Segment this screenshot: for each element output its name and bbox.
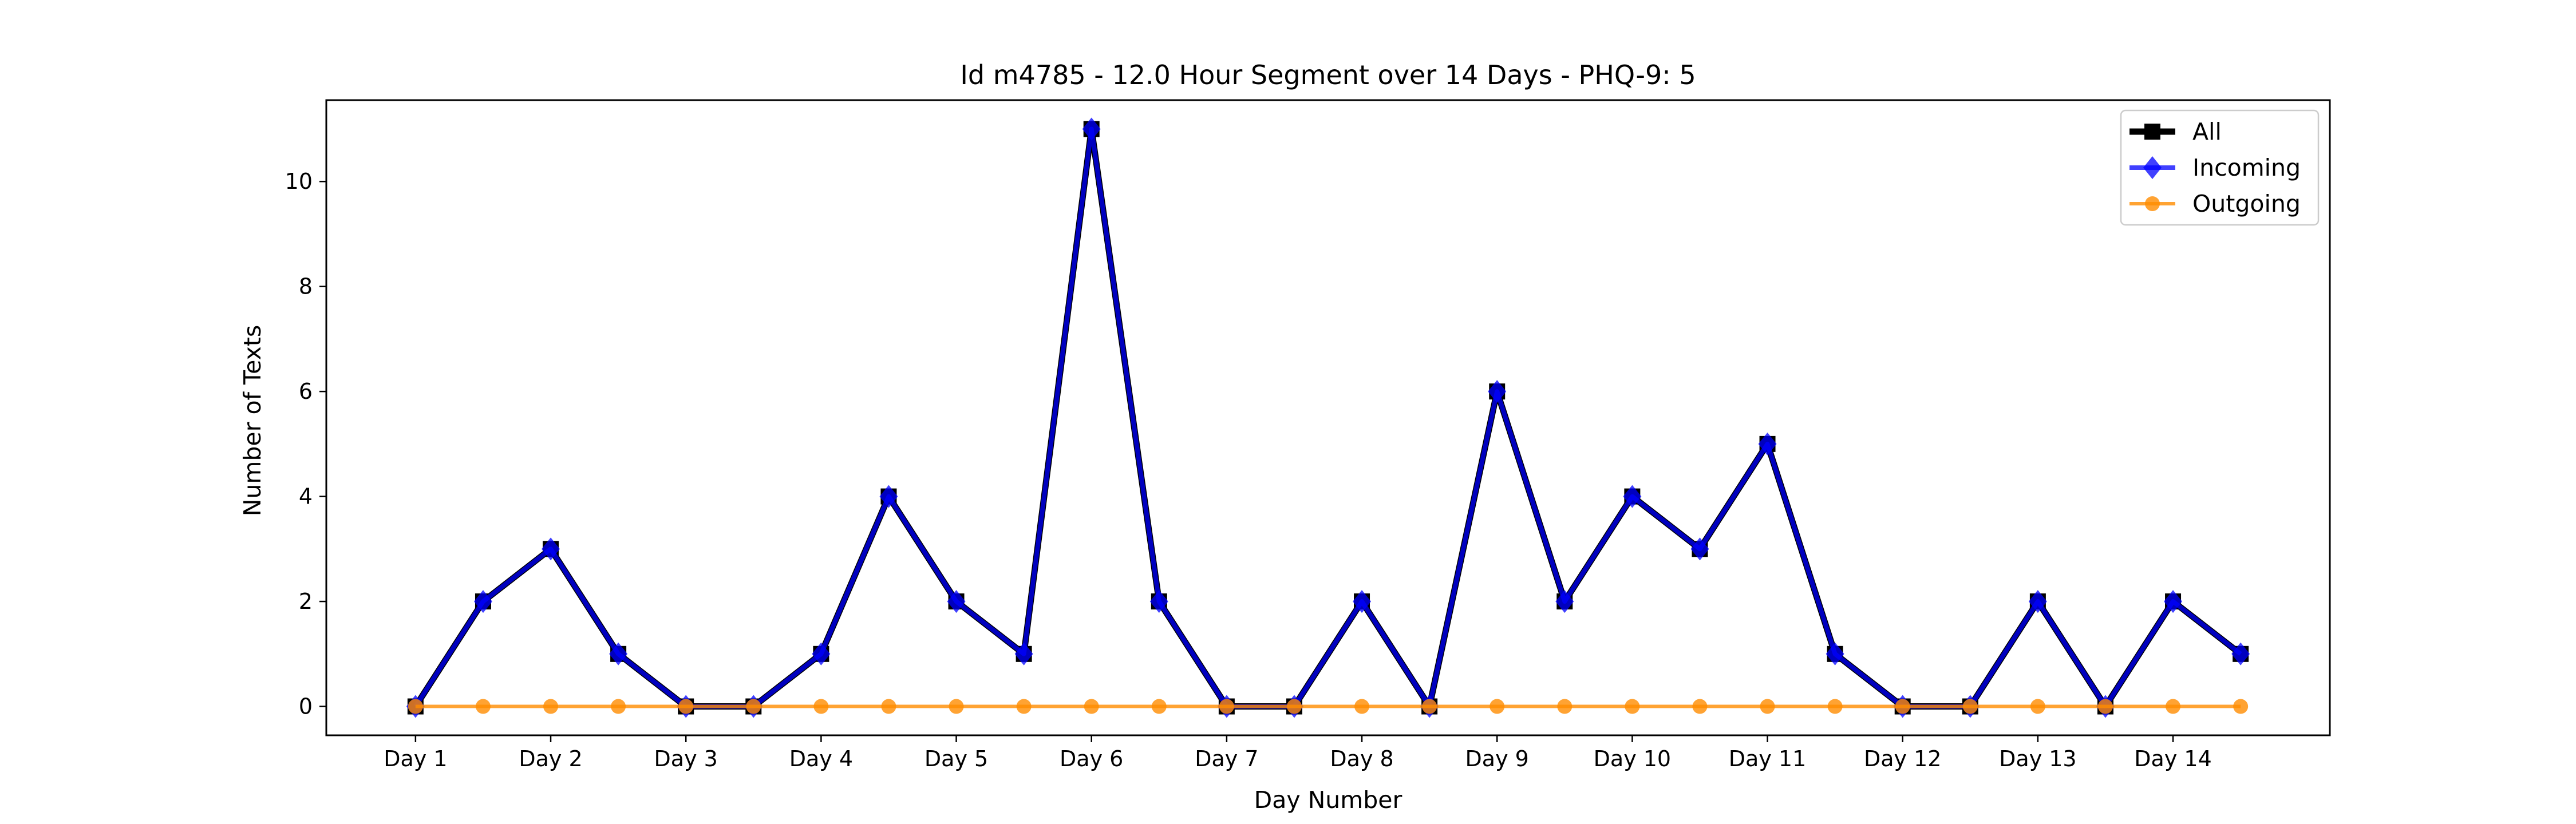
axis-ticks: Day 1 Day 2 Day 3 Day 4 Day 5 Day 6 Day 7 Day 8…	[285, 169, 2212, 771]
data-point-incoming	[2164, 590, 2183, 613]
x-tick-label: Day 2	[519, 746, 582, 771]
data-point-outgoing	[2030, 699, 2045, 714]
y-tick-label: 8	[299, 274, 313, 299]
x-tick-label: Day 5	[924, 746, 988, 771]
data-point-outgoing	[543, 699, 559, 714]
data-point-incoming	[2028, 590, 2047, 613]
data-point-outgoing	[1490, 699, 1505, 714]
x-tick-label: Day 9	[1465, 746, 1529, 771]
x-tick-label: Day 7	[1195, 746, 1258, 771]
data-point-incoming	[1623, 485, 1642, 508]
data-point-outgoing	[2097, 699, 2113, 714]
data-point-incoming	[1690, 537, 1709, 561]
data-point-incoming	[1555, 590, 1574, 613]
data-point-outgoing	[2233, 699, 2249, 714]
data-point-incoming	[1353, 590, 1372, 613]
legend-label: All	[2192, 118, 2222, 145]
x-tick-label: Day 13	[1999, 746, 2076, 771]
plot-frame	[325, 99, 2331, 736]
data-point-outgoing	[1084, 699, 1099, 714]
x-tick-label: Day 4	[789, 746, 853, 771]
data-point-incoming	[1488, 380, 1507, 403]
data-point-incoming	[1826, 642, 1844, 665]
legend-marker	[2143, 156, 2162, 179]
legend: All Incoming Outgoing	[2120, 109, 2320, 226]
data-point-incoming	[1082, 117, 1101, 141]
series-line-incoming	[413, 126, 2242, 709]
legend-marker	[2144, 124, 2160, 140]
x-axis-label: Day Number	[1254, 786, 1402, 814]
data-point-outgoing	[1557, 699, 1573, 714]
data-point-outgoing	[746, 699, 761, 714]
data-point-outgoing	[881, 699, 896, 714]
data-point-incoming	[1149, 590, 1168, 613]
data-point-outgoing	[1422, 699, 1437, 714]
x-tick-label: Day 1	[384, 746, 447, 771]
y-tick-label: 6	[299, 379, 313, 404]
data-point-outgoing	[1151, 699, 1167, 714]
data-point-outgoing	[475, 699, 491, 714]
chart-title: Id m4785 - 12.0 Hour Segment over 14 Day…	[960, 60, 1696, 90]
series-incoming	[406, 117, 2250, 718]
data-point-outgoing	[408, 699, 423, 714]
data-point-outgoing	[1016, 699, 1032, 714]
y-tick-label: 2	[299, 589, 313, 614]
data-point-outgoing	[949, 699, 964, 714]
series-layer	[406, 117, 2250, 718]
data-point-outgoing	[611, 699, 626, 714]
x-tick-label: Day 12	[1864, 746, 1941, 771]
data-point-outgoing	[1895, 699, 1910, 714]
legend-label: Outgoing	[2192, 190, 2301, 217]
x-tick-label: Day 14	[2134, 746, 2211, 771]
x-tick-label: Day 11	[1729, 746, 1806, 771]
legend-item: Outgoing	[2129, 190, 2301, 217]
data-point-incoming	[542, 537, 560, 561]
y-tick-label: 0	[299, 694, 313, 719]
data-point-incoming	[1014, 642, 1033, 665]
data-point-incoming	[2231, 642, 2250, 665]
data-point-incoming	[879, 485, 898, 508]
data-point-incoming	[1758, 432, 1777, 455]
x-tick-label: Day 3	[654, 746, 718, 771]
data-point-incoming	[473, 590, 492, 613]
y-tick-label: 10	[285, 169, 313, 194]
data-point-outgoing	[1625, 699, 1640, 714]
data-point-outgoing	[813, 699, 829, 714]
data-point-outgoing	[1354, 699, 1370, 714]
data-point-incoming	[812, 642, 831, 665]
data-point-outgoing	[1219, 699, 1234, 714]
data-point-incoming	[609, 642, 628, 665]
data-point-outgoing	[1286, 699, 1302, 714]
data-point-outgoing	[1962, 699, 1978, 714]
data-point-incoming	[947, 590, 966, 613]
x-tick-label: Day 8	[1330, 746, 1393, 771]
x-tick-label: Day 6	[1060, 746, 1123, 771]
legend-box	[2120, 109, 2320, 226]
data-point-outgoing	[1760, 699, 1775, 714]
legend-item: Incoming	[2129, 154, 2301, 181]
data-point-outgoing	[2166, 699, 2181, 714]
data-point-outgoing	[1827, 699, 1843, 714]
legend-marker	[2145, 196, 2160, 211]
legend-label: Incoming	[2192, 154, 2301, 181]
series-line-all	[413, 125, 2243, 710]
y-axis-label: Number of Texts	[239, 325, 266, 517]
legend-item: All	[2129, 118, 2222, 145]
data-point-outgoing	[1692, 699, 1708, 714]
y-tick-label: 4	[299, 484, 313, 509]
series-all	[407, 121, 2249, 715]
x-tick-label: Day 10	[1594, 746, 1671, 771]
data-point-outgoing	[678, 699, 694, 714]
series-outgoing	[408, 699, 2249, 714]
